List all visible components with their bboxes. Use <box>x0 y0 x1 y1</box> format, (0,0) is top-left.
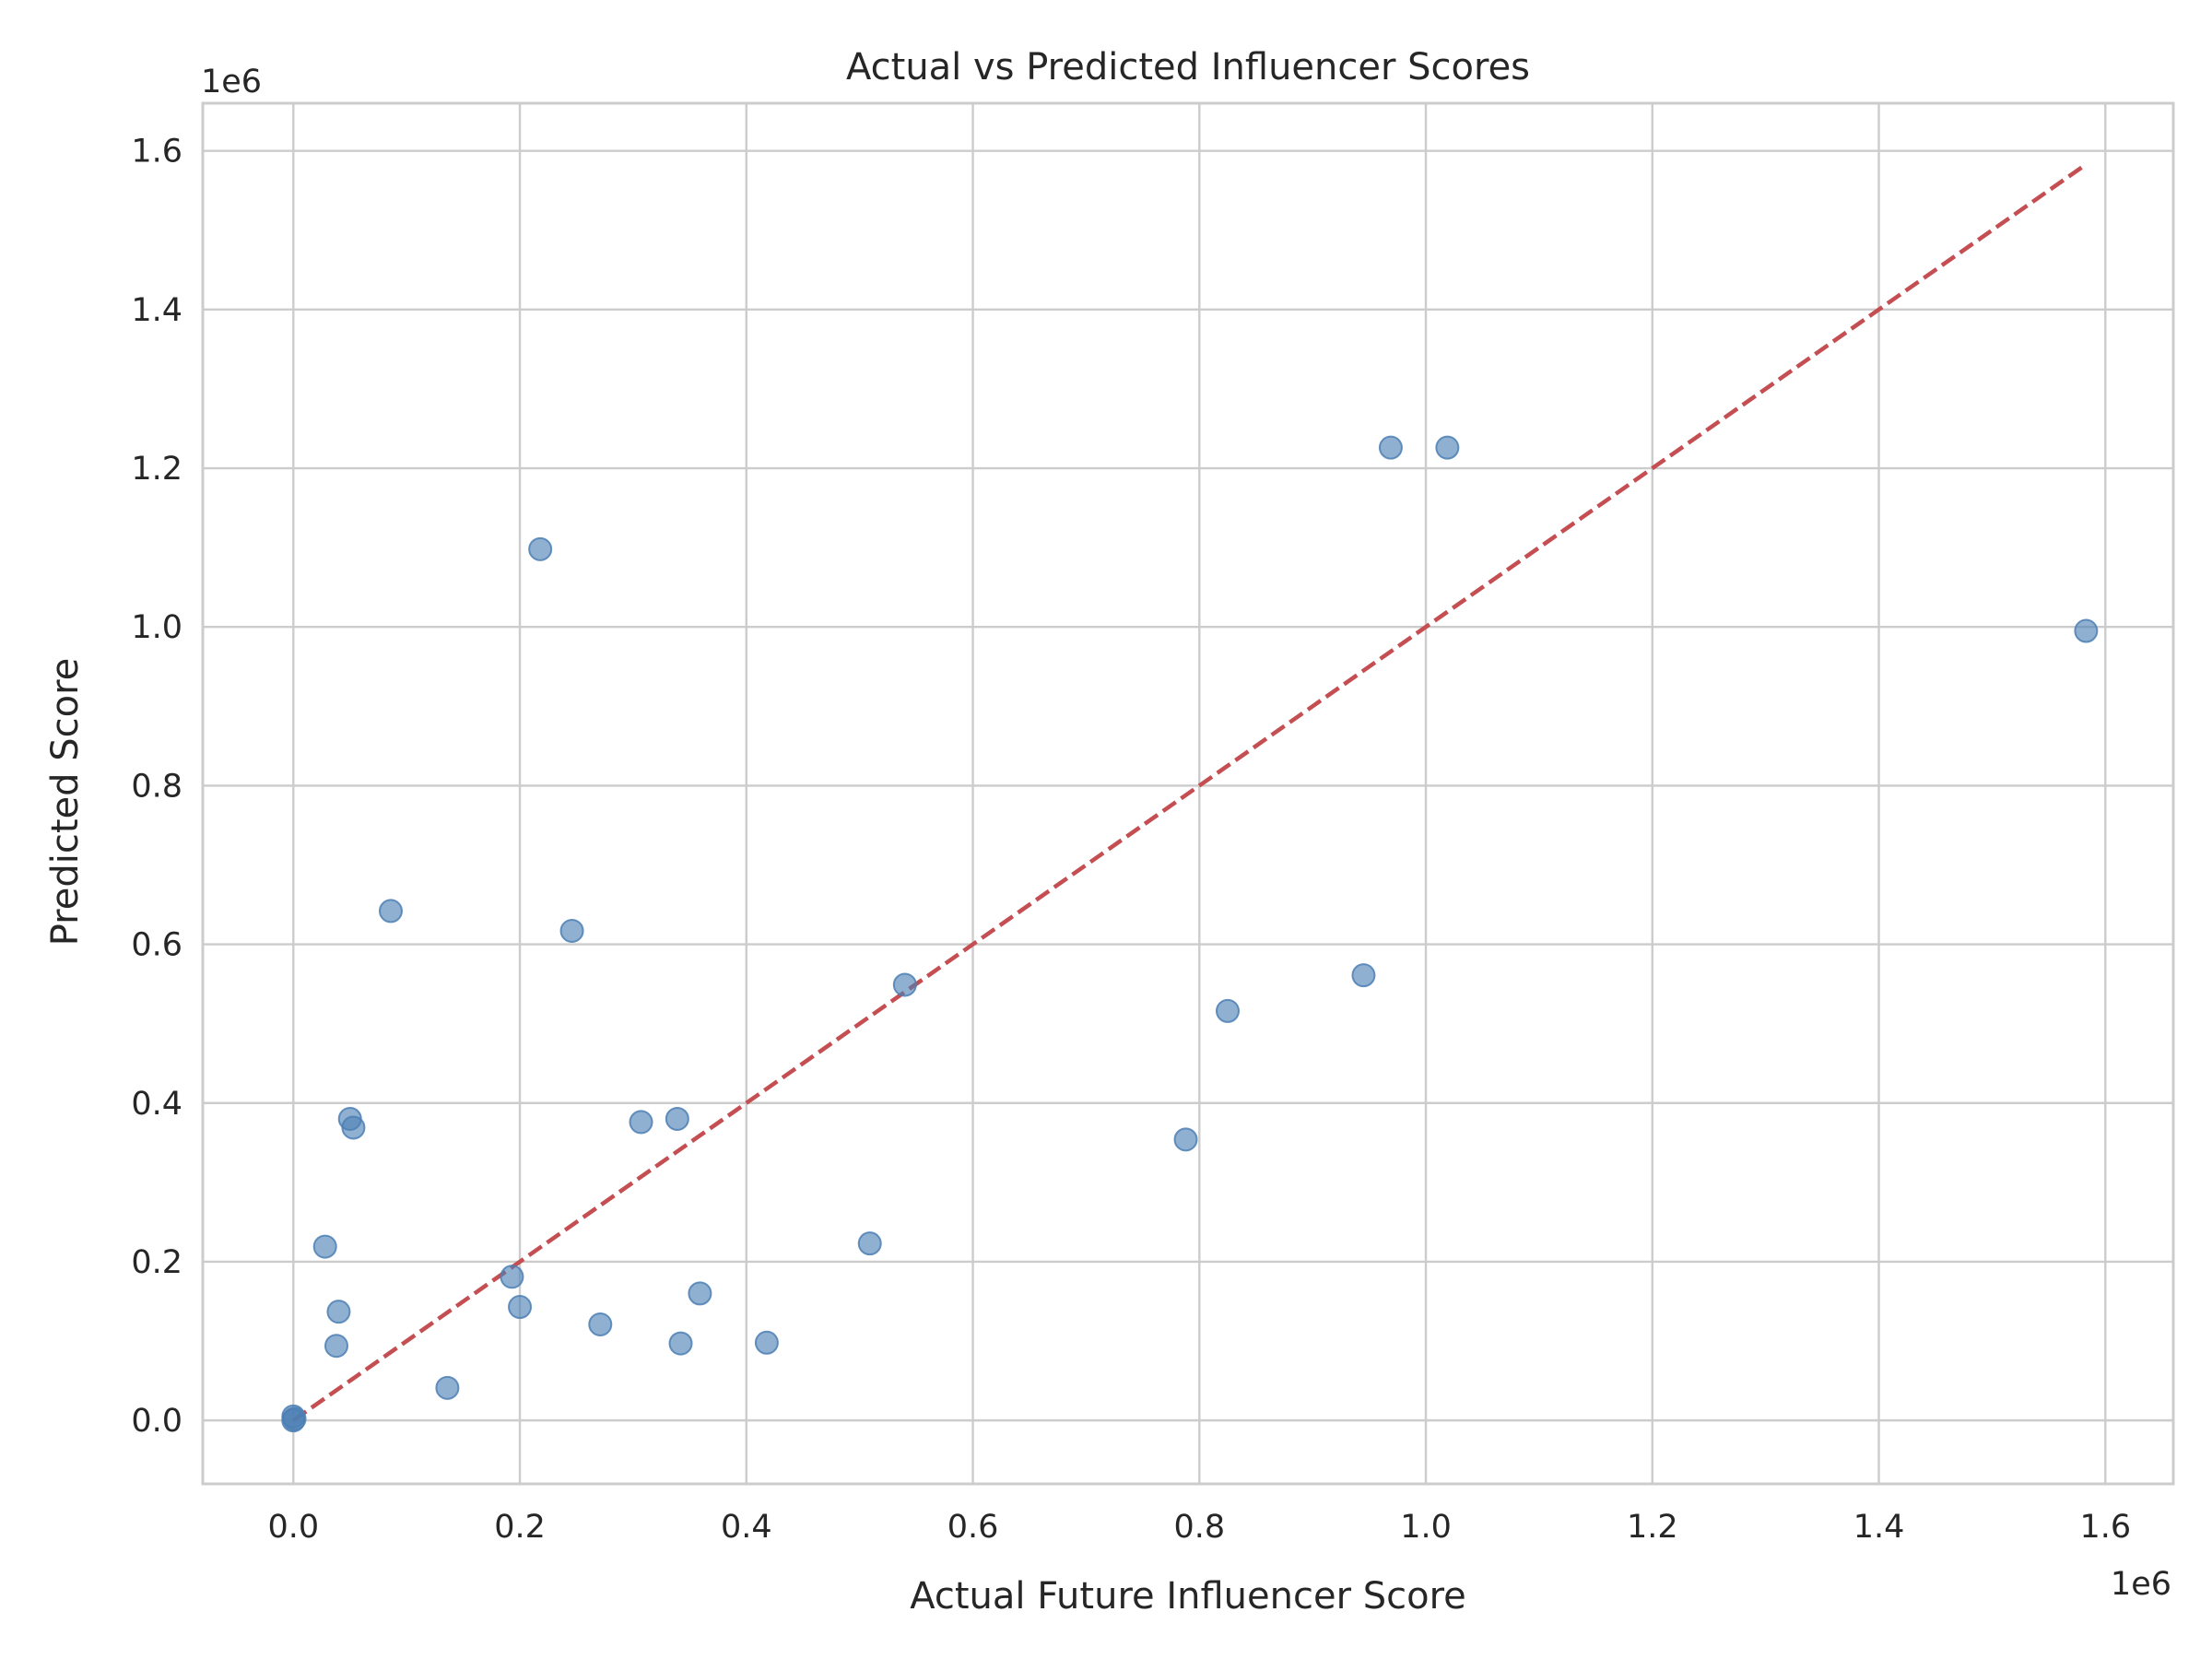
y-tick-label: 0.6 <box>131 927 182 964</box>
data-point <box>668 1331 693 1356</box>
data-point <box>892 972 917 997</box>
data-point <box>282 1406 307 1431</box>
x-tick-label: 0.8 <box>1173 1509 1225 1546</box>
data-point <box>435 1375 460 1400</box>
plot-frame <box>201 101 2175 1486</box>
data-point <box>341 1115 366 1140</box>
grid-lines <box>203 103 2173 1484</box>
y-tick-label: 1.4 <box>131 292 182 329</box>
y-tick-label: 0.8 <box>131 768 182 805</box>
data-point <box>1435 435 1460 460</box>
data-point <box>688 1281 712 1306</box>
y-offset-label: 1e6 <box>201 64 262 100</box>
y-tick-label: 1.6 <box>131 134 182 171</box>
x-tick-labels: 0.0 0.2 0.4 0.6 0.8 1.0 1.2 1.4 1.6 <box>267 1509 2131 1546</box>
x-tick-label: 1.0 <box>1400 1509 1452 1546</box>
x-tick-label: 0.2 <box>494 1509 546 1546</box>
x-tick-label: 0.4 <box>721 1509 772 1546</box>
data-point <box>754 1330 779 1355</box>
x-axis-label: Actual Future Influencer Score <box>910 1575 1466 1618</box>
reference-line <box>292 162 2088 1422</box>
y-tick-labels: 0.0 0.2 0.4 0.6 0.8 1.0 1.2 1.4 1.6 <box>131 134 182 1440</box>
data-point <box>500 1265 524 1289</box>
data-point <box>857 1231 882 1256</box>
reference-line-layer <box>292 162 2088 1422</box>
x-tick-label: 1.4 <box>1853 1509 1905 1546</box>
x-tick-label: 1.6 <box>2079 1509 2131 1546</box>
data-point <box>1173 1127 1198 1152</box>
data-point <box>378 899 403 924</box>
x-tick-label: 0.0 <box>267 1509 319 1546</box>
x-tick-label: 0.6 <box>947 1509 999 1546</box>
data-point <box>559 918 584 943</box>
x-offset-label: 1e6 <box>2111 1566 2171 1603</box>
data-points <box>281 435 2099 1433</box>
data-point <box>1216 998 1241 1023</box>
y-tick-label: 1.0 <box>131 609 182 646</box>
data-point <box>528 536 553 561</box>
chart-title: Actual vs Predicted Influencer Scores <box>846 46 1530 88</box>
y-axis-label: Predicted Score <box>44 658 87 947</box>
data-point <box>508 1295 533 1320</box>
y-tick-label: 0.2 <box>131 1244 182 1281</box>
y-tick-label: 0.4 <box>131 1086 182 1123</box>
data-point <box>2074 618 2099 643</box>
y-tick-label: 0.0 <box>131 1403 182 1440</box>
data-point <box>1351 963 1376 988</box>
data-point <box>324 1334 348 1359</box>
data-point <box>1378 435 1403 460</box>
data-point <box>629 1110 653 1135</box>
data-point <box>665 1106 689 1131</box>
data-point <box>588 1312 613 1336</box>
y-tick-label: 1.2 <box>131 451 182 488</box>
x-tick-label: 1.2 <box>1627 1509 1678 1546</box>
data-point <box>326 1300 351 1324</box>
data-point <box>312 1234 337 1259</box>
